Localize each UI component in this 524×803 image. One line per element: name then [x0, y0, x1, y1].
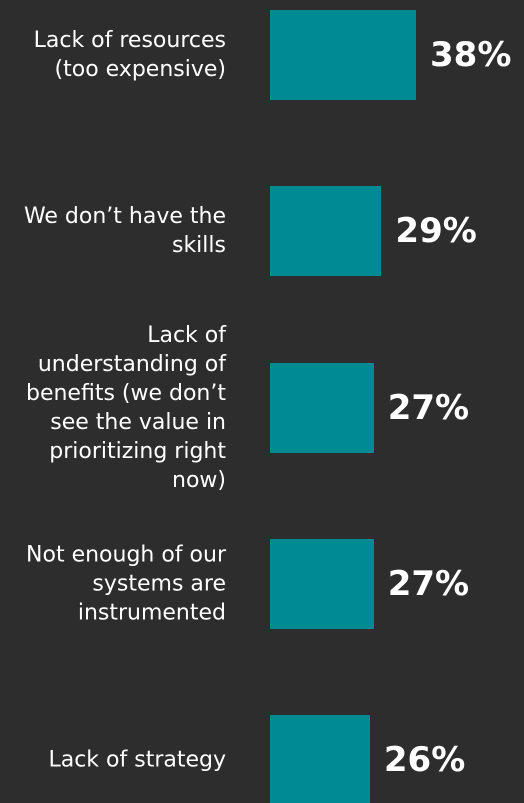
bar — [270, 186, 382, 276]
category-label: Lack of understanding of benefits (we do… — [25, 323, 226, 493]
category-label: We don’t have the skills — [23, 204, 226, 258]
bar — [270, 10, 416, 100]
category-label: Not enough of our systems are instrument… — [26, 542, 226, 626]
category-label: Lack of strategy — [48, 747, 226, 773]
category-label: Lack of resources (too expensive) — [33, 28, 226, 82]
value-label: 38% — [430, 35, 512, 75]
bar — [270, 539, 374, 629]
value-label: 29% — [395, 211, 477, 251]
bar — [270, 363, 374, 453]
bar — [270, 715, 370, 803]
value-label: 27% — [387, 564, 470, 604]
value-label: 26% — [383, 740, 466, 780]
value-label: 27% — [387, 388, 470, 428]
